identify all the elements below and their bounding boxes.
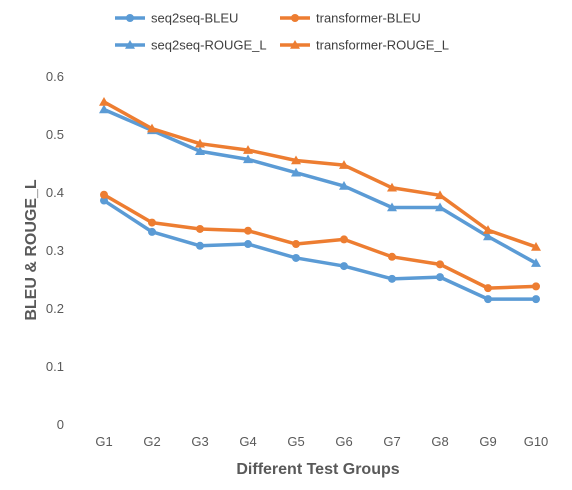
- data-point: [532, 295, 540, 304]
- y-tick-label: 0.3: [46, 243, 64, 258]
- legend-label: seq2seq-BLEU: [151, 11, 238, 26]
- data-point: [531, 258, 541, 267]
- series-line: [102, 192, 538, 290]
- data-point: [244, 226, 252, 235]
- x-tick-label: G1: [95, 434, 112, 449]
- x-tick-label: G6: [335, 434, 352, 449]
- x-tick-label: G3: [191, 434, 208, 449]
- data-point: [484, 295, 492, 304]
- data-point: [484, 284, 492, 293]
- data-point: [291, 167, 301, 177]
- data-point: [196, 224, 204, 233]
- data-point: [148, 218, 156, 227]
- y-axis-title: BLEU & ROUGE_L: [23, 179, 40, 321]
- series-seq2seq-bleu: [100, 196, 540, 304]
- legend-label: transformer-ROUGE_L: [316, 38, 449, 53]
- data-point: [243, 154, 253, 164]
- data-point: [340, 235, 348, 244]
- data-point: [436, 260, 444, 269]
- data-point: [100, 196, 108, 205]
- legend-label: seq2seq-ROUGE_L: [151, 38, 267, 53]
- series-line: [102, 100, 538, 249]
- data-point: [195, 138, 205, 148]
- legend-label: transformer-BLEU: [316, 11, 421, 26]
- legend-marker: [126, 14, 134, 22]
- y-axis-tick-labels: 0 0.1 0.2 0.3 0.4 0.5 0.6: [46, 69, 64, 432]
- data-point: [532, 282, 540, 291]
- y-tick-label: 0.4: [46, 185, 64, 200]
- x-tick-label: G4: [239, 434, 256, 449]
- chart-series: [99, 96, 541, 304]
- legend-item-transformer-bleu: transformer-BLEU: [280, 11, 421, 26]
- series-line: [102, 107, 538, 265]
- x-axis-title: Different Test Groups: [236, 461, 399, 478]
- x-tick-label: G5: [287, 434, 304, 449]
- y-tick-label: 0: [57, 417, 64, 432]
- data-point: [243, 145, 253, 154]
- y-tick-label: 0.5: [46, 127, 64, 142]
- y-tick-label: 0.6: [46, 69, 64, 84]
- data-point: [100, 190, 108, 199]
- legend-item-transformer-rouge-l: transformer-ROUGE_L: [280, 38, 449, 53]
- data-point: [339, 181, 349, 190]
- data-point: [435, 202, 445, 212]
- data-point: [435, 190, 445, 200]
- data-point: [99, 104, 109, 114]
- data-point: [148, 227, 156, 236]
- legend-marker: [291, 14, 299, 22]
- data-point: [244, 240, 252, 249]
- data-point: [340, 262, 348, 271]
- x-tick-label: G2: [143, 434, 160, 449]
- data-point: [99, 96, 109, 106]
- data-point: [387, 202, 397, 212]
- series-transformer-bleu: [100, 190, 540, 293]
- data-point: [388, 274, 396, 283]
- y-tick-label: 0.1: [46, 359, 64, 374]
- data-point: [147, 123, 157, 133]
- y-tick-label: 0.2: [46, 301, 64, 316]
- data-point: [483, 225, 493, 234]
- legend-marker: [125, 40, 135, 49]
- data-point: [291, 155, 301, 165]
- legend-item-seq2seq-rouge-l: seq2seq-ROUGE_L: [115, 38, 267, 53]
- data-point: [387, 182, 397, 192]
- series-line: [102, 198, 538, 301]
- data-point: [196, 241, 204, 250]
- x-tick-label: G10: [524, 434, 549, 449]
- data-point: [531, 241, 541, 251]
- legend-item-seq2seq-bleu: seq2seq-BLEU: [115, 11, 238, 26]
- data-point: [483, 231, 493, 241]
- chart-legend: seq2seq-BLEU transformer-BLEU seq2seq-ROUG…: [115, 11, 449, 53]
- data-point: [292, 253, 300, 262]
- data-point: [436, 273, 444, 282]
- data-point: [292, 240, 300, 249]
- legend-marker: [290, 40, 300, 49]
- data-point: [195, 146, 205, 155]
- x-tick-label: G9: [479, 434, 496, 449]
- data-point: [339, 160, 349, 169]
- x-tick-label: G7: [383, 434, 400, 449]
- x-tick-label: G8: [431, 434, 448, 449]
- x-axis-tick-labels: G1 G2 G3 G4 G5 G6 G7 G8 G9 G10: [95, 434, 548, 449]
- series-transformer-rouge-l: [99, 96, 541, 251]
- data-point: [388, 252, 396, 261]
